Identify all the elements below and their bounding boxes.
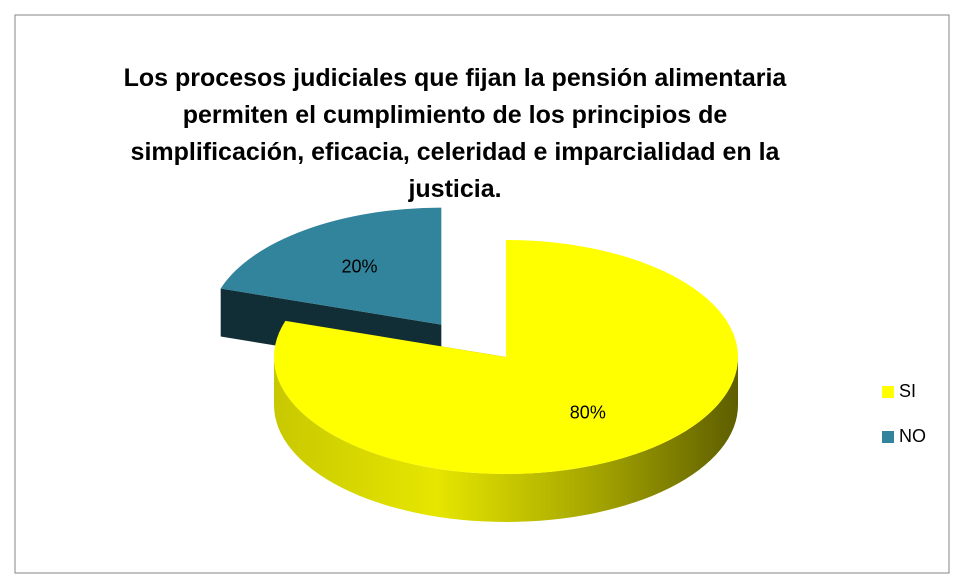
legend-swatch: [882, 386, 894, 398]
data-label: 80%: [570, 403, 606, 423]
legend-label: NO: [899, 426, 926, 446]
pie-slice: [273, 240, 738, 474]
slice-side: [274, 357, 738, 522]
pie-slice: [220, 207, 442, 325]
legend-swatch: [882, 431, 894, 443]
data-label: 20%: [342, 257, 378, 277]
legend-label: SI: [899, 381, 916, 401]
chart-title: Los procesos judiciales que fijan la pen…: [123, 64, 787, 203]
